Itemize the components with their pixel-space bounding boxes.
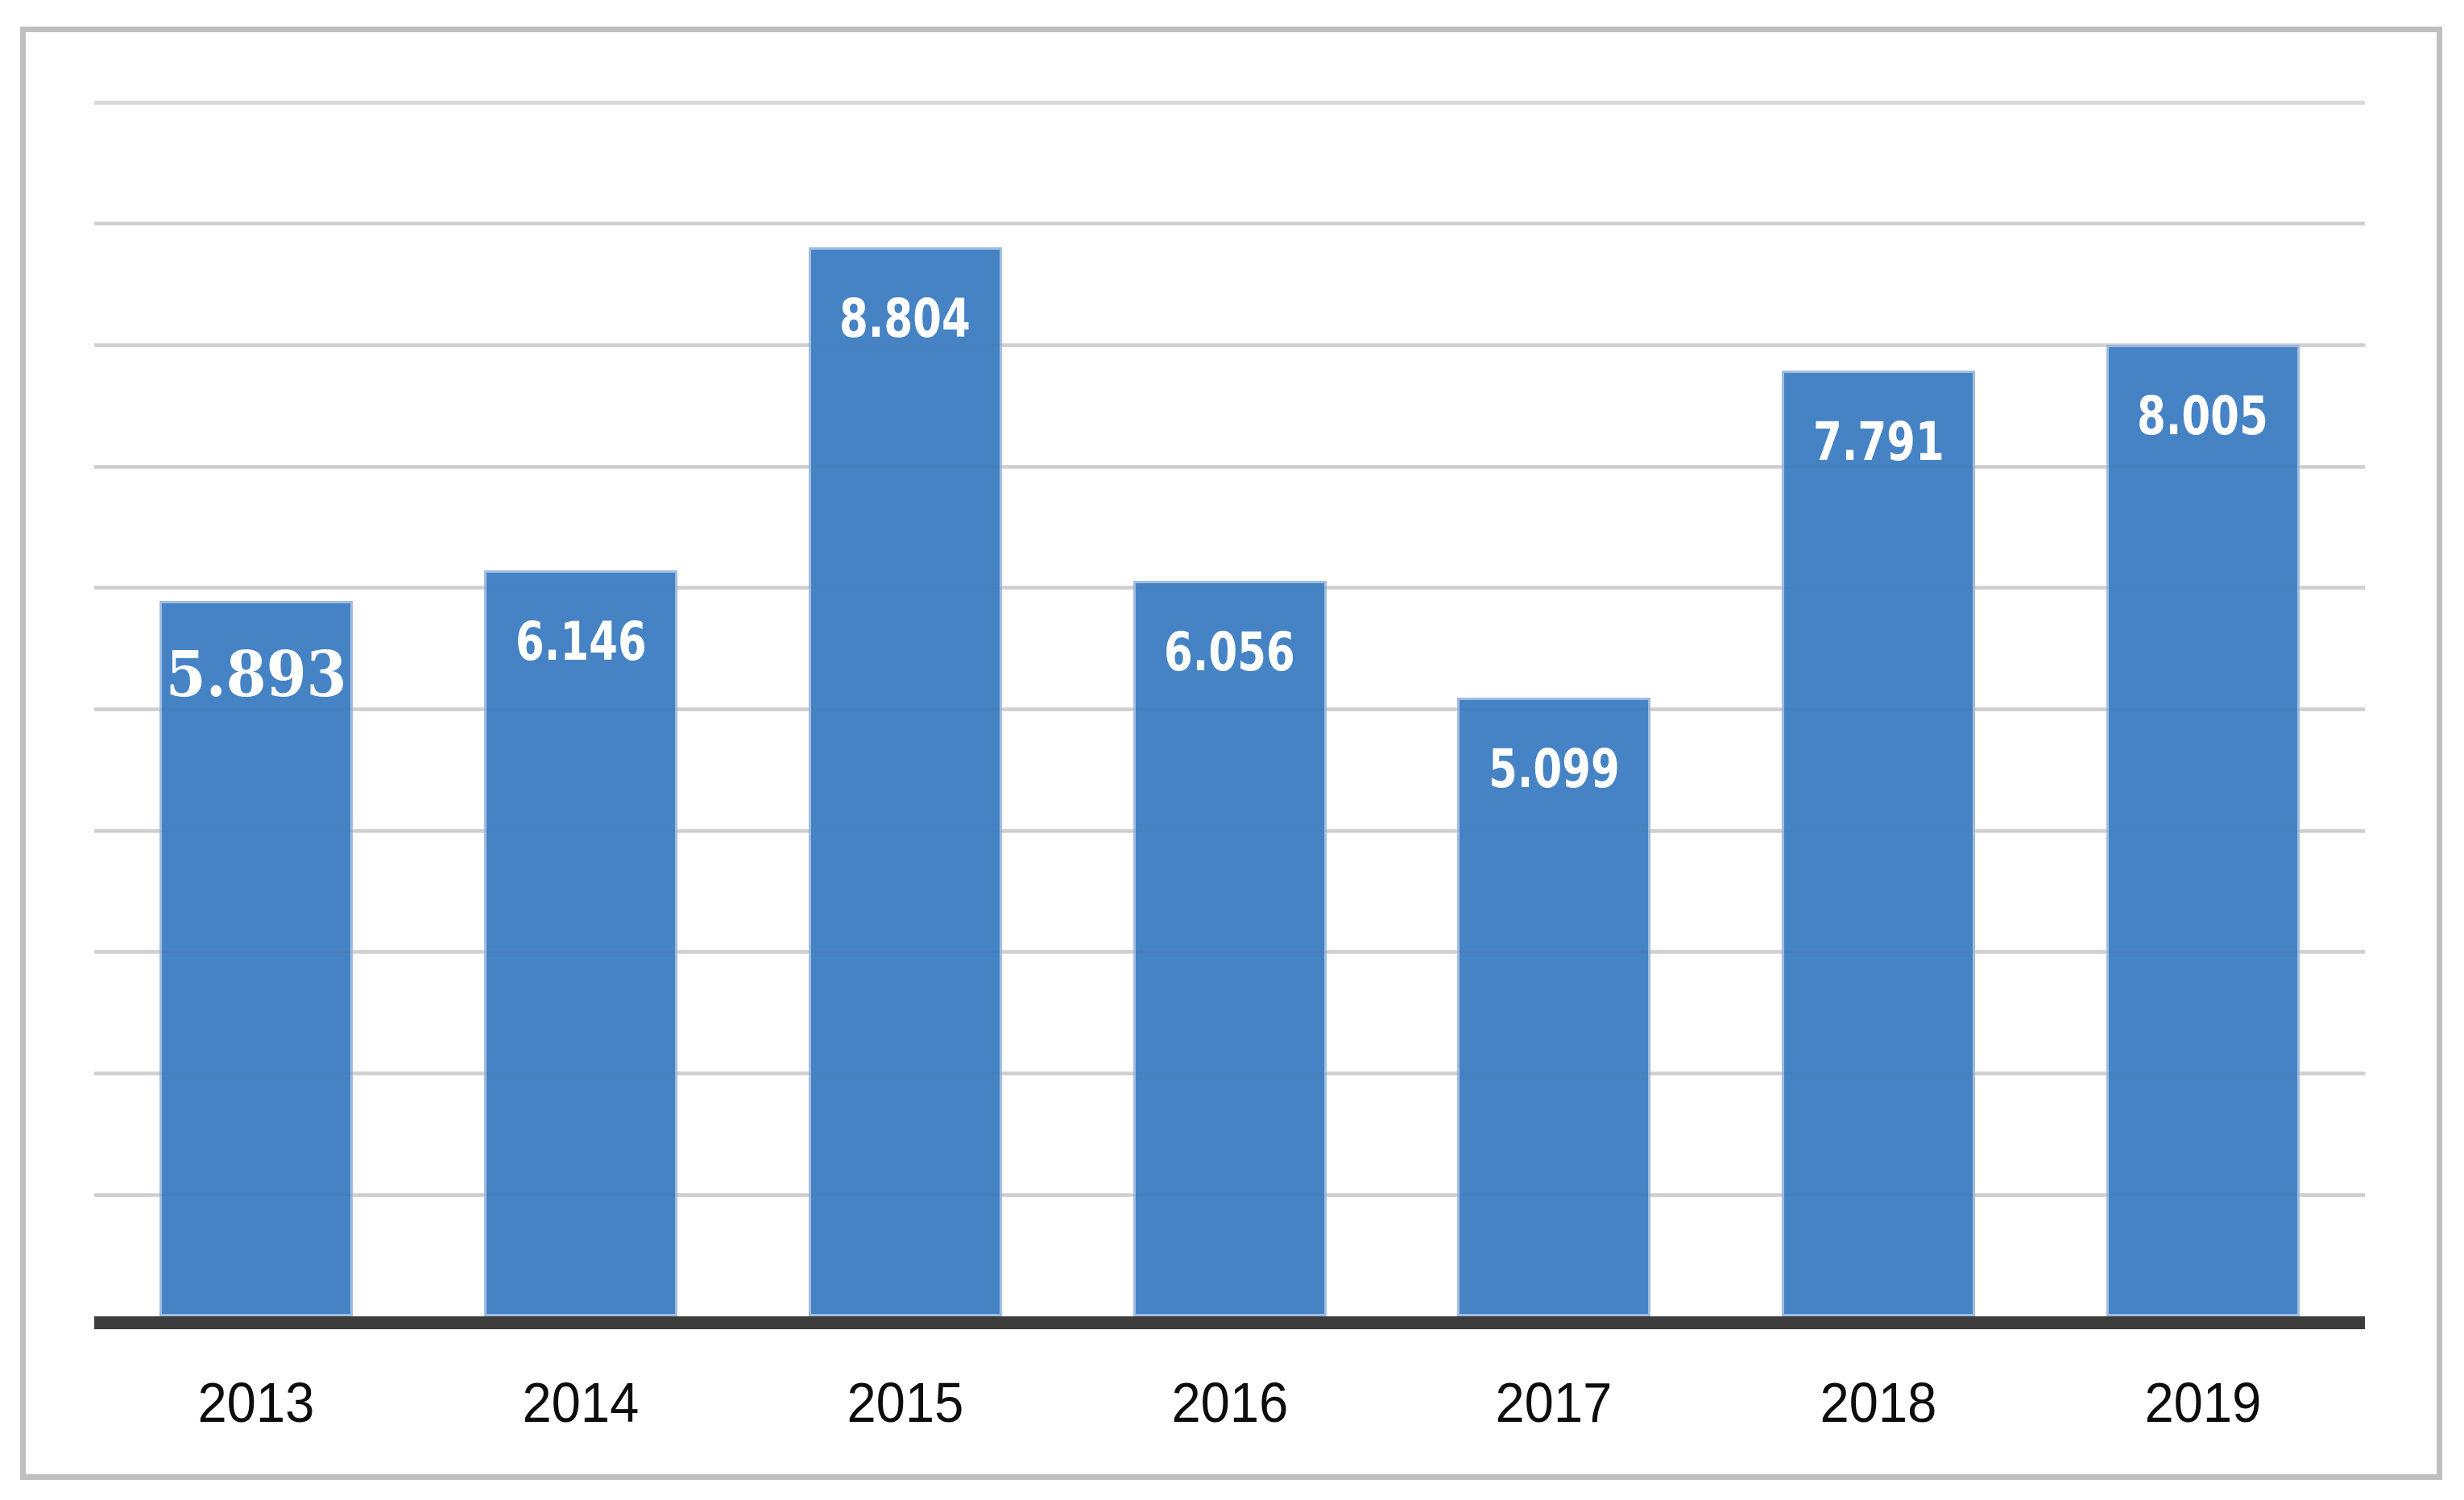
gridline bbox=[94, 464, 2365, 469]
gridline-overlay bbox=[94, 829, 2365, 832]
x-axis-line bbox=[94, 1316, 2365, 1329]
x-tick-2013: 2013 bbox=[197, 1371, 315, 1434]
bar-value-label-2018: 7.791 bbox=[1812, 410, 1944, 473]
gridline bbox=[94, 100, 2365, 105]
gridline-overlay bbox=[94, 1193, 2365, 1196]
gridline-overlay bbox=[94, 1072, 2365, 1075]
gridline-overlay bbox=[94, 465, 2365, 468]
bar-2016: 6.056 bbox=[1133, 581, 1327, 1316]
chart-border bbox=[20, 27, 2442, 1480]
bar-2014: 6.146 bbox=[484, 570, 678, 1316]
bar-value-label-2016: 6.056 bbox=[1164, 621, 1295, 684]
gridline bbox=[94, 342, 2365, 347]
x-tick-2015: 2015 bbox=[847, 1371, 964, 1434]
gridline-overlay bbox=[94, 222, 2365, 226]
bar-2013: 5.893 bbox=[159, 600, 354, 1316]
bar-2019: 8.005 bbox=[2106, 344, 2300, 1316]
bar-2017: 5.099 bbox=[1457, 697, 1651, 1316]
x-tick-2019: 2019 bbox=[2144, 1371, 2262, 1434]
gridline-overlay bbox=[94, 708, 2365, 711]
gridline-overlay bbox=[94, 586, 2365, 590]
bar-value-label-2015: 8.804 bbox=[839, 288, 971, 350]
x-tick-2014: 2014 bbox=[522, 1371, 640, 1434]
bar-value-label-2019: 8.005 bbox=[2137, 384, 2269, 447]
gridline bbox=[94, 222, 2365, 226]
gridline-overlay bbox=[94, 951, 2365, 954]
bar-2015: 8.804 bbox=[808, 247, 1002, 1316]
x-tick-2016: 2016 bbox=[1171, 1371, 1288, 1434]
bar-value-label-2017: 5.099 bbox=[1488, 737, 1620, 800]
bar-value-label-2014: 6.146 bbox=[515, 610, 647, 673]
bar-value-label-2013: 5.893 bbox=[165, 637, 347, 711]
x-tick-2017: 2017 bbox=[1495, 1371, 1613, 1434]
x-tick-2018: 2018 bbox=[1820, 1371, 1937, 1434]
bar-2018: 7.791 bbox=[1781, 370, 1975, 1316]
gridline-overlay bbox=[94, 343, 2365, 346]
